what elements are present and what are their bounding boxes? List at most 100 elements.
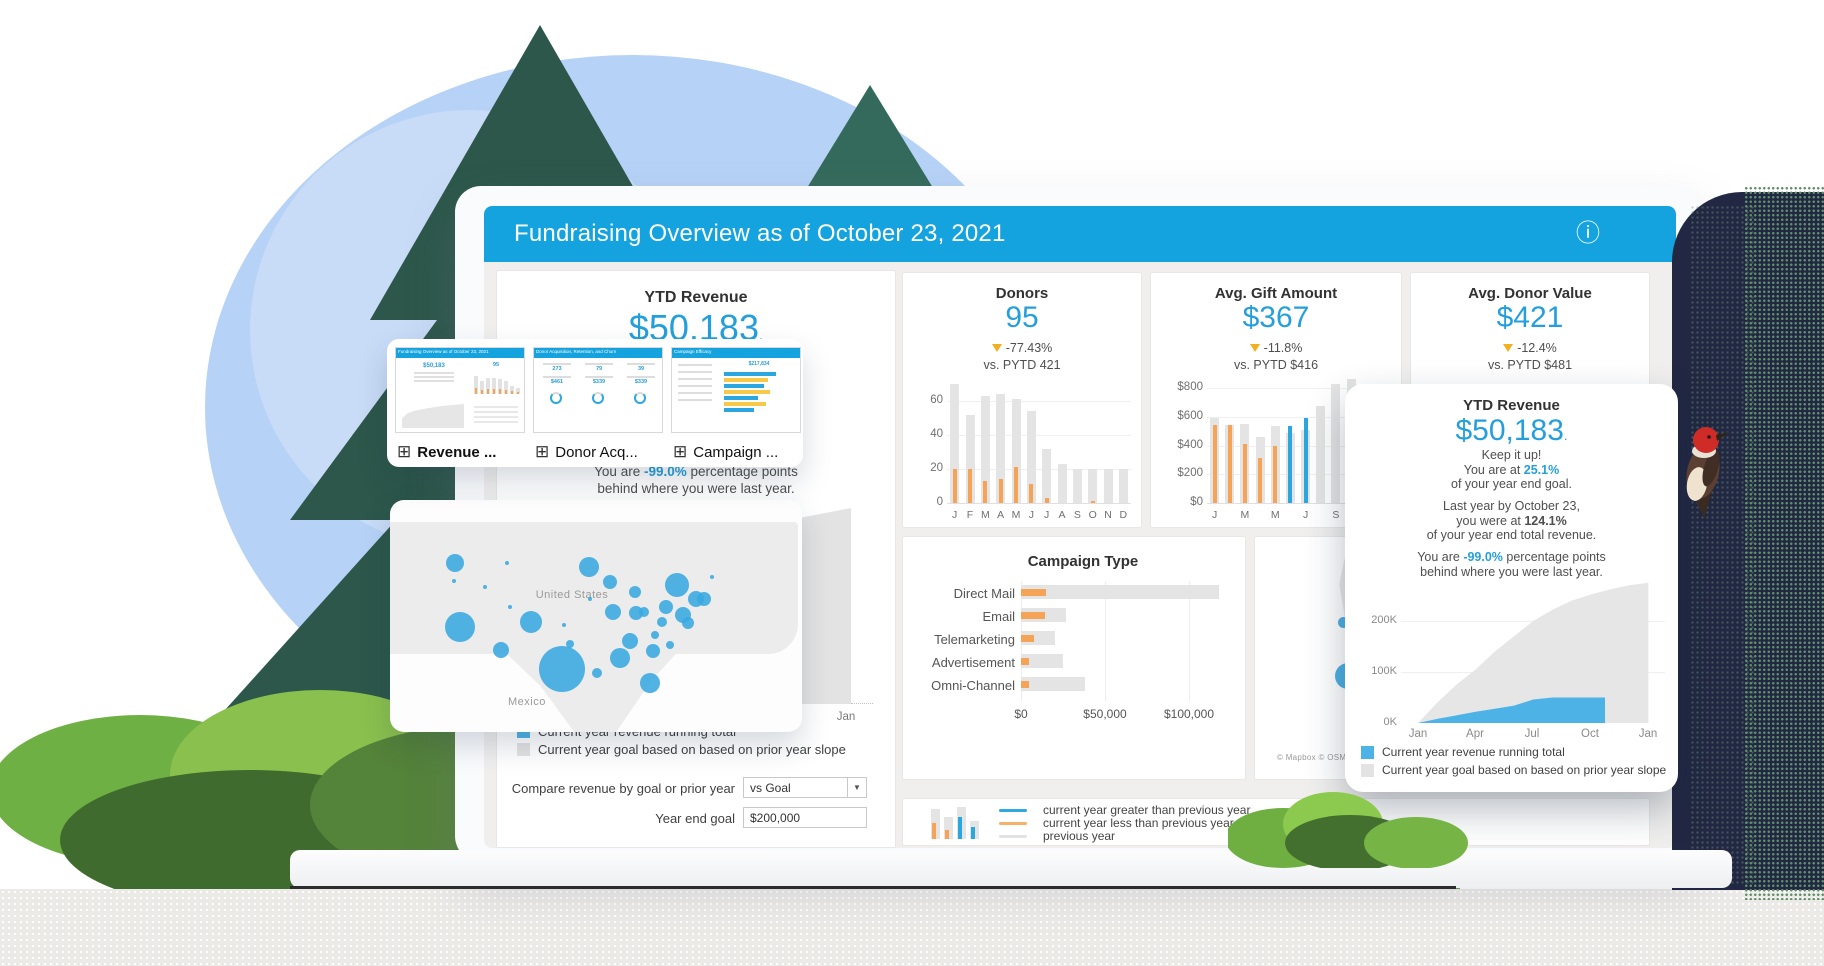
compare-dropdown[interactable]: vs Goal ▼ bbox=[743, 777, 867, 798]
x-tick-label: M bbox=[1011, 509, 1021, 521]
map-bubble bbox=[639, 673, 660, 694]
goal-progress-note: Keep it up! You are at 25.1% of your yea… bbox=[1345, 448, 1678, 492]
x-tick-label: Jan bbox=[1408, 728, 1428, 740]
mini-text-line bbox=[678, 364, 712, 366]
value-suffix: . bbox=[1563, 428, 1568, 443]
legend-label: current year greater than previous year bbox=[1043, 803, 1251, 817]
thumbnail-preview: Fundraising Overview as of October 23, 2… bbox=[395, 347, 525, 433]
x-tick-label: A bbox=[997, 509, 1005, 521]
legend-label: Current year goal based on based on prio… bbox=[1382, 763, 1667, 777]
mini-text-line bbox=[474, 421, 518, 423]
kpi-value: $367 bbox=[1242, 301, 1310, 334]
compare-label: Compare revenue by goal or prior year bbox=[511, 781, 735, 796]
kpi-vs-prior: vs. PYTD $481 bbox=[1487, 358, 1573, 372]
mini-text-line bbox=[627, 363, 655, 365]
bar-previous-year bbox=[996, 394, 1006, 503]
bar-previous-year bbox=[1103, 469, 1113, 503]
map-bubble bbox=[451, 578, 456, 583]
dropdown-caret-icon[interactable]: ▼ bbox=[847, 778, 866, 797]
bar-previous-year bbox=[965, 414, 975, 503]
note-text: Last year by October 23, bbox=[1443, 499, 1580, 513]
x-tick-label: J bbox=[1028, 509, 1034, 521]
grid-sheet-icon: ⊞ bbox=[673, 442, 688, 461]
map-bubble bbox=[650, 631, 659, 640]
mini-hbar bbox=[724, 372, 776, 376]
bar-current-year bbox=[1021, 680, 1030, 688]
woodpecker-illustration bbox=[1676, 404, 1730, 524]
mini-bar-orange bbox=[499, 389, 501, 394]
y-tick-label: 60 bbox=[930, 394, 943, 406]
year-end-goal-input[interactable] bbox=[743, 807, 867, 828]
bar-current-year bbox=[1258, 458, 1263, 503]
kpi-delta: -77.43% bbox=[903, 341, 1141, 355]
mini-bar bbox=[504, 381, 508, 394]
kpi-value: 95 bbox=[1005, 301, 1039, 334]
bar-current-year bbox=[1021, 634, 1035, 642]
note-percent: 25.1% bbox=[1523, 462, 1560, 477]
bar-current-year bbox=[1014, 467, 1018, 503]
gridline bbox=[947, 401, 1131, 402]
mini-bar-orange bbox=[481, 389, 483, 394]
mini-hbar bbox=[724, 378, 768, 382]
row-label: Direct Mail bbox=[953, 586, 1015, 601]
mini-bar bbox=[510, 386, 514, 394]
mini-text-line bbox=[474, 406, 518, 408]
bar-chart-plot[interactable] bbox=[947, 367, 1131, 503]
y-tick-label: $200 bbox=[1177, 467, 1203, 480]
y-tick-label: 20 bbox=[930, 462, 943, 474]
kpi-card-donors: Donors 95 -77.43% vs. PYTD 421 0 20 40 60 J F M A M J… bbox=[902, 272, 1142, 528]
last-year-note: Last year by October 23, you were at 124… bbox=[1345, 499, 1678, 543]
mini-kpi-value: $50,183 bbox=[423, 363, 445, 369]
thumbnail-label[interactable]: ⊞ Campaign ... bbox=[673, 441, 778, 463]
mini-bar-orange bbox=[487, 388, 489, 394]
note-text: Keep it up! bbox=[1481, 448, 1542, 462]
x-tick-label: M bbox=[1240, 509, 1250, 521]
goal-area bbox=[1418, 582, 1649, 723]
map-bubble bbox=[587, 597, 592, 602]
campaign-type-chart[interactable]: $0 $50,000 $100,000 Direct Mail Email Telemar… bbox=[903, 537, 1247, 781]
map-bubble bbox=[591, 668, 602, 679]
map-bubble bbox=[622, 633, 639, 650]
x-tick-label: N bbox=[1104, 509, 1112, 521]
overlay-chart-legend: Current year revenue running total Curren… bbox=[1345, 384, 1678, 792]
revenue-area-chart[interactable] bbox=[801, 508, 851, 704]
donor-bubbles bbox=[390, 500, 802, 732]
map-bubble bbox=[609, 647, 630, 668]
mini-donut bbox=[592, 392, 604, 404]
legend-label: Current year revenue running total bbox=[1382, 745, 1565, 759]
thumbnail-title-bar: Donor Acquisition, Retention, and Churn bbox=[534, 348, 662, 358]
down-triangle-icon bbox=[991, 344, 1002, 352]
note-text: of your year end goal. bbox=[1451, 477, 1572, 491]
kpi-title: Donors bbox=[995, 285, 1049, 302]
x-tick-label: J bbox=[1302, 509, 1309, 521]
thumbnail-label[interactable]: ⊞ Donor Acq... bbox=[535, 441, 638, 463]
thumbnail-item[interactable]: Donor Acquisition, Retention, and Churn 2… bbox=[533, 347, 663, 461]
note-text: You are bbox=[1417, 550, 1464, 564]
thumbnail-item[interactable]: Campaign Efficacy $217,834 ⊞ Campaign ... bbox=[671, 347, 801, 461]
legend-swatch bbox=[1361, 764, 1374, 777]
x-tick-label: F bbox=[966, 509, 974, 521]
x-tick-label: Apr bbox=[1466, 728, 1484, 740]
revenue-running-total-chart[interactable]: 0K 100K 200K Jan Apr Jul Oct Jan bbox=[1345, 384, 1678, 792]
mini-bar-chart-icon bbox=[903, 799, 993, 847]
bar-current-year bbox=[1029, 484, 1034, 503]
mini-hbar bbox=[724, 390, 770, 394]
map-bubble bbox=[492, 642, 509, 659]
bar-current-year bbox=[1242, 444, 1247, 503]
thumbnail-title: Fundraising Overview as of October 23, 2… bbox=[398, 349, 489, 354]
donor-map-card[interactable]: United States Mexico bbox=[390, 500, 802, 732]
foliage-speckle-inner bbox=[1690, 205, 1754, 885]
thumbnail-label[interactable]: ⊞ Revenue ... bbox=[397, 441, 496, 463]
thumbnail-name: Campaign ... bbox=[693, 443, 779, 461]
thumbnail-item[interactable]: Fundraising Overview as of October 23, 2… bbox=[395, 347, 525, 461]
thumbnail-title: Donor Acquisition, Retention, and Churn bbox=[536, 349, 617, 354]
delta-text: -77.43% bbox=[1005, 341, 1053, 355]
legend-swatch bbox=[517, 743, 530, 756]
grid-sheet-icon: ⊞ bbox=[535, 442, 550, 461]
x-tick-label: M bbox=[980, 509, 990, 521]
bar-current-year bbox=[1044, 497, 1049, 503]
thumbnail-title: Campaign Efficacy bbox=[674, 349, 712, 354]
mini-bar-orange bbox=[493, 388, 495, 394]
info-icon[interactable]: ⓘ bbox=[1576, 220, 1600, 247]
icon-bar-gray bbox=[957, 807, 966, 839]
